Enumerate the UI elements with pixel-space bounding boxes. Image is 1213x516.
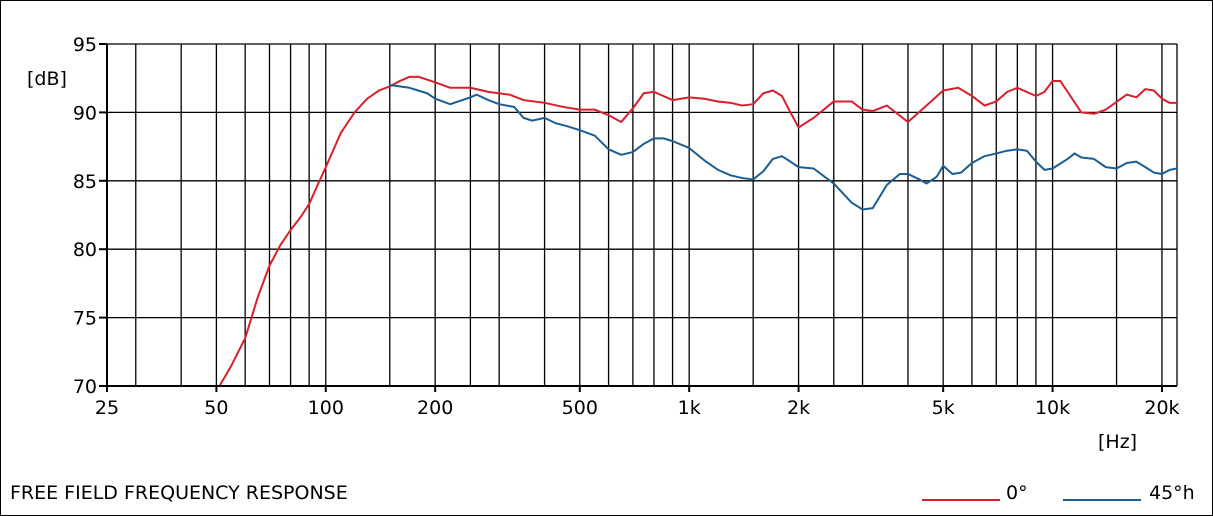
axes — [99, 43, 1177, 392]
tick-labels: 70 75 80 85 90 95 25 50 100 200 500 1k 2k 5k 10k 20k — [73, 34, 1180, 419]
legend: 0° 45°h — [922, 482, 1195, 504]
y-tick-label: 95 — [73, 34, 97, 56]
x-tick-label: 500 — [562, 397, 598, 419]
x-axis-label: [Hz] — [1098, 431, 1137, 453]
y-tick-label: 85 — [73, 171, 97, 193]
legend-label-0deg: 0° — [1006, 482, 1028, 504]
x-tick-label: 5k — [932, 397, 955, 419]
series-line-45deg — [388, 84, 1178, 211]
y-axis-label: [dB] — [27, 68, 67, 90]
x-tick-label: 200 — [417, 397, 453, 419]
x-tick-label: 25 — [95, 397, 119, 419]
y-tick-label: 70 — [73, 376, 97, 398]
chart-title: FREE FIELD FREQUENCY RESPONSE — [10, 482, 348, 504]
series-line-0deg — [218, 75, 1178, 387]
series-lines — [218, 75, 1178, 387]
y-tick-label: 75 — [73, 308, 97, 330]
legend-label-45deg: 45°h — [1149, 482, 1195, 504]
x-tick-label: 20k — [1144, 397, 1179, 419]
x-tick-label: 100 — [308, 397, 344, 419]
y-tick-label: 80 — [73, 239, 97, 261]
x-tick-label: 2k — [787, 397, 810, 419]
x-tick-label: 10k — [1035, 397, 1070, 419]
x-tick-label: 1k — [678, 397, 701, 419]
x-tick-label: 50 — [204, 397, 228, 419]
y-tick-label: 90 — [73, 102, 97, 124]
